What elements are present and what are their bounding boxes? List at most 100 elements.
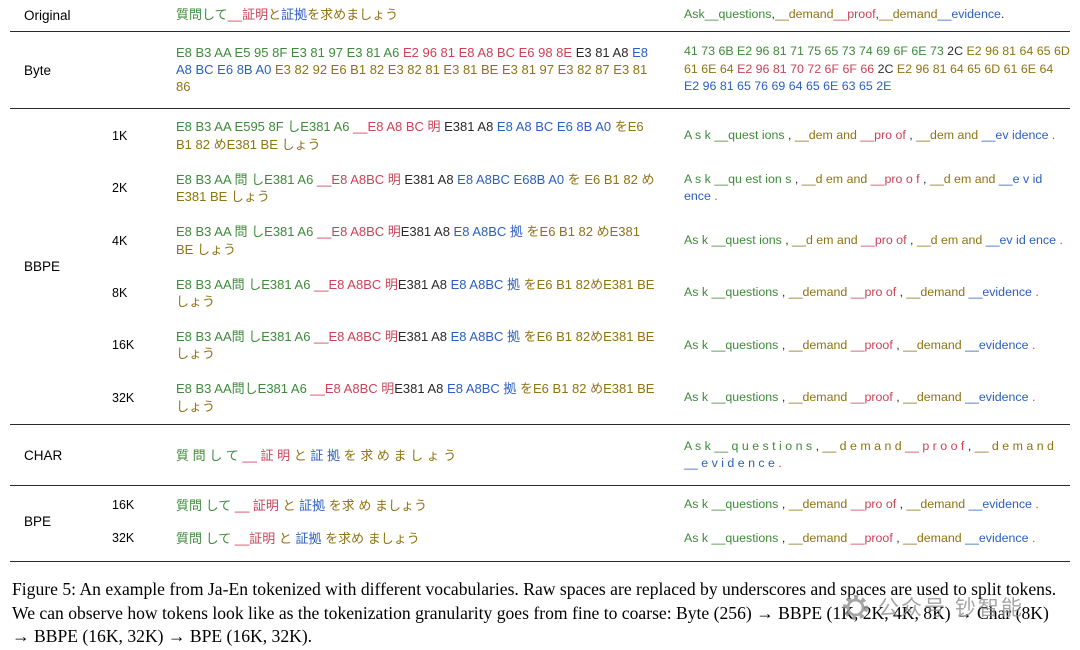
token: __ p r o o f xyxy=(905,438,968,453)
figure-caption: Figure 5: An example from Ja-En tokenize… xyxy=(12,579,1057,646)
token: __ xyxy=(234,497,253,513)
gear-icon xyxy=(843,594,868,620)
watermark: 公众号 钞智能 xyxy=(842,592,1024,622)
watermark-text: 公众号 钞智能 xyxy=(878,597,1024,620)
token: __E8 A8BC 明 xyxy=(314,329,398,345)
token: E8 A8 BC E6 8B A0 xyxy=(496,119,615,135)
token: . xyxy=(1059,232,1063,247)
table-row: E8 B3 AA E5 95 8F E3 81 97 E3 81 A6 E2 9… xyxy=(112,32,1070,108)
token: __ xyxy=(242,447,261,463)
token: A s k xyxy=(684,171,715,186)
token: 証 拠 xyxy=(310,447,344,463)
token: __pro o f xyxy=(870,171,924,186)
token: E8 B3 AA 問 しE381 A6 xyxy=(176,224,317,240)
token: __E8 A8BC 明 xyxy=(310,381,395,397)
en-tokens-cell: 41 73 6B E2 96 81 71 75 65 73 74 69 6F 6… xyxy=(684,43,1070,95)
token: __ q u e s t i o n s xyxy=(714,438,816,453)
token: __pro of xyxy=(861,232,910,247)
token: __demand xyxy=(903,337,966,352)
token: 質問して xyxy=(176,7,228,23)
ja-tokens-cell: E8 B3 AA問しE381 A6 __E8 A8BC 明E381 A8 E8 … xyxy=(176,380,684,414)
token: __E8 A8BC 明 xyxy=(314,276,398,292)
token: をE6 B1 82 めE381 BE しょう xyxy=(176,381,659,414)
table-row: 32K E8 B3 AA問しE381 A6 __E8 A8BC 明E381 A8 … xyxy=(112,371,1070,423)
token: __demand xyxy=(774,7,834,21)
vocab-size-label: 2K xyxy=(112,181,128,196)
token: . xyxy=(714,189,718,204)
token: , xyxy=(923,171,930,186)
token: As k xyxy=(684,389,712,404)
token: __demand xyxy=(903,389,966,404)
token: を求め ましょう xyxy=(325,530,420,546)
token: __qu est ion s xyxy=(714,171,795,186)
token: __demand xyxy=(788,389,851,404)
token: __questions xyxy=(711,530,782,545)
token: __ xyxy=(684,456,702,471)
token: と xyxy=(278,530,296,546)
row-group-label: Original xyxy=(24,8,71,24)
token: , xyxy=(967,438,975,453)
token: __evidence xyxy=(965,337,1032,352)
token: E2 96 81 64 65 6D 61 6E 64 xyxy=(684,44,1074,76)
ja-tokens-cell: E8 B3 AA問 しE381 A6 __E8 A8BC 明E381 A8 E8… xyxy=(176,276,684,310)
token: A s k xyxy=(684,438,715,453)
token: E8 A8BC 拠 xyxy=(450,276,524,292)
token: __quest ions xyxy=(714,127,789,142)
token: __evidence xyxy=(965,389,1032,404)
token: , xyxy=(896,530,904,545)
token: Ask xyxy=(684,7,705,21)
token: E2 96 81 64 65 6D 61 6E 64 xyxy=(896,61,1057,76)
token: , xyxy=(781,337,789,352)
token: As k xyxy=(684,285,712,300)
ja-tokens-cell: E8 B3 AA 問 しE381 A6 __E8 A8BC 明E381 A8 E… xyxy=(176,223,684,257)
table-row: 4K E8 B3 AA 問 しE381 A6 __E8 A8BC 明E381 A8… xyxy=(112,214,1070,266)
token: 証明 xyxy=(252,497,283,513)
token: . xyxy=(1000,7,1005,21)
token: __demand xyxy=(903,530,966,545)
tokenization-table: Original 質問して__証明と証拠を求めましょう Ask__questions… xyxy=(10,0,1070,563)
en-tokens-cell: As k __questions , __demand __pro of , _… xyxy=(684,284,1070,301)
token: __dem and xyxy=(916,127,982,142)
vocab-size-label: 32K xyxy=(112,531,135,546)
token: 証拠 xyxy=(299,497,329,513)
table-row: 8K E8 B3 AA問 しE381 A6 __E8 A8BC 明E381 A8 … xyxy=(112,267,1070,319)
token: E381 A8 xyxy=(444,119,497,135)
token: を求めましょう xyxy=(307,7,399,23)
token: E381 A8 xyxy=(397,329,451,345)
token: E381 A8 xyxy=(394,381,448,397)
token: E3 82 92 E6 B1 82 E3 82 81 E3 81 BE E3 8… xyxy=(176,61,651,94)
vocab-size-label: 1K xyxy=(112,128,128,143)
token: __pro of xyxy=(860,127,910,142)
token: E8 B3 AA問しE381 A6 xyxy=(176,381,311,397)
token: __questions xyxy=(711,389,782,404)
ja-tokens-cell: 質問して__証明と証拠を求めましょう xyxy=(176,6,684,23)
token: と xyxy=(268,7,282,23)
token: , xyxy=(909,127,917,142)
table-row: 32K 質問 して __証明 と 証拠 を求め ましょう As k __questi… xyxy=(112,522,1070,555)
row-group-label: BBPE xyxy=(24,259,61,275)
token: __E8 A8BC 明 xyxy=(316,171,405,187)
token: As k xyxy=(684,337,712,352)
token: __pro of xyxy=(850,285,900,300)
token: __dem and xyxy=(794,127,861,142)
token: E8 A8BC 拠 xyxy=(447,381,521,397)
token: __evidence xyxy=(965,530,1032,545)
en-tokens-cell: Ask__questions,__demand__proof,__demand_… xyxy=(684,6,1070,23)
token: , xyxy=(794,171,802,186)
token: __demand xyxy=(788,497,851,512)
token: E8 B3 AA E5 95 8F E3 81 97 E3 81 A6 xyxy=(176,44,403,60)
token: __ d e m a n d xyxy=(822,438,906,453)
token: . xyxy=(1031,337,1036,352)
token: E8 A8 BC E6 8B A0 xyxy=(176,44,651,77)
token: E2 96 81 65 76 69 64 65 6E 63 65 2E xyxy=(684,79,892,94)
token: E8 B3 AA E595 8F しE381 A6 xyxy=(176,119,354,135)
token: __demand xyxy=(906,497,969,512)
token: __ d e m a n d xyxy=(974,438,1058,453)
token: E2 96 81 70 72 6F 6F 66 xyxy=(737,61,878,76)
token: __ev id ence xyxy=(985,232,1060,247)
token: e v i d e n c e xyxy=(701,456,779,471)
token: . xyxy=(1031,530,1036,545)
token: E8 B3 AA問 しE381 A6 xyxy=(176,276,315,292)
token: __questions xyxy=(711,497,782,512)
